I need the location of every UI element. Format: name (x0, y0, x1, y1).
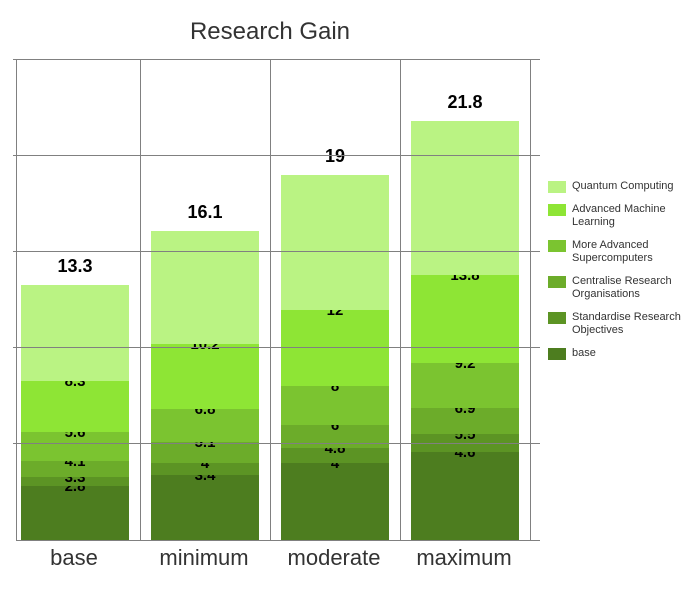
plot-area: 2.83.34.15.68.313.33.445.16.810.216.144.… (16, 60, 540, 541)
x-axis-label: minimum (140, 545, 268, 571)
chart-page: Research Gain 2.83.34.15.68.313.33.445.1… (0, 0, 698, 590)
legend-item: Quantum Computing (548, 180, 694, 193)
legend-label: Centralise Research Organisations (572, 275, 694, 301)
bar-segment (411, 275, 519, 363)
bar-total-label: 21.8 (411, 92, 519, 113)
legend-item: More Advanced Supercomputers (548, 239, 694, 265)
vertical-gridline (140, 60, 141, 540)
bar-segment (281, 175, 389, 309)
legend-label: Quantum Computing (572, 180, 674, 193)
x-axis-label: base (10, 545, 138, 571)
bar-total-label: 16.1 (151, 202, 259, 223)
y-tick (13, 59, 18, 60)
bar-segment (411, 452, 519, 540)
bar-segment (411, 121, 519, 275)
legend-swatch (548, 204, 566, 216)
vertical-gridline (270, 60, 271, 540)
bars-container: 2.83.34.15.68.313.33.445.16.810.216.144.… (17, 60, 540, 540)
gridline (17, 59, 540, 60)
legend-item: Standardise Research Objectives (548, 311, 694, 337)
legend-label: Standardise Research Objectives (572, 311, 694, 337)
legend-swatch (548, 348, 566, 360)
legend-item: base (548, 347, 694, 360)
legend-item: Centralise Research Organisations (548, 275, 694, 301)
bar-segment (151, 231, 259, 344)
legend-swatch (548, 240, 566, 252)
gridline (17, 155, 540, 156)
bar-segment (281, 463, 389, 540)
gridline (17, 251, 540, 252)
y-tick (13, 155, 18, 156)
bar-segment (281, 310, 389, 387)
legend-label: base (572, 347, 596, 360)
gridline (17, 347, 540, 348)
chart-title: Research Gain (0, 18, 540, 46)
gridline (17, 443, 540, 444)
bar-segment (151, 344, 259, 409)
y-tick (13, 251, 18, 252)
legend-swatch (548, 181, 566, 193)
legend-swatch (548, 312, 566, 324)
y-tick (13, 443, 18, 444)
bar-total-label: 13.3 (21, 256, 129, 277)
x-axis-labels: baseminimummoderatemaximum (16, 545, 540, 575)
bar-segment (21, 285, 129, 381)
legend-label: More Advanced Supercomputers (572, 239, 694, 265)
chart-area: 2.83.34.15.68.313.33.445.16.810.216.144.… (10, 60, 540, 590)
legend-label: Advanced Machine Learning (572, 203, 694, 229)
x-axis-label: moderate (270, 545, 398, 571)
y-tick (13, 347, 18, 348)
legend: Quantum Computing Advanced Machine Learni… (548, 180, 694, 370)
bar-total-label: 19 (281, 146, 389, 167)
x-axis-label: maximum (400, 545, 528, 571)
legend-swatch (548, 276, 566, 288)
legend-item: Advanced Machine Learning (548, 203, 694, 229)
vertical-gridline (400, 60, 401, 540)
vertical-gridline (530, 60, 531, 540)
bar-segment (151, 475, 259, 540)
